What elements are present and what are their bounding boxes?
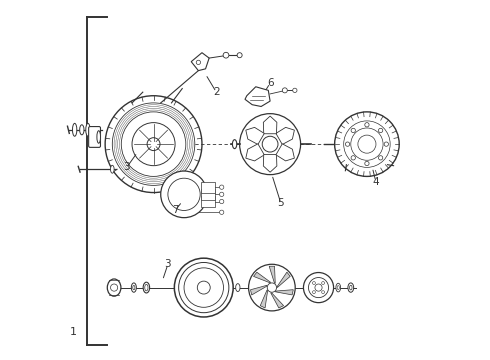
Polygon shape: [276, 127, 294, 144]
Circle shape: [174, 258, 233, 317]
Circle shape: [168, 178, 200, 211]
Ellipse shape: [111, 165, 114, 173]
Ellipse shape: [107, 279, 121, 296]
Ellipse shape: [145, 284, 148, 291]
Ellipse shape: [80, 125, 84, 135]
Ellipse shape: [143, 282, 149, 293]
Text: 4: 4: [372, 177, 379, 187]
Circle shape: [196, 60, 200, 64]
Circle shape: [114, 105, 193, 184]
Polygon shape: [246, 127, 264, 144]
Circle shape: [282, 88, 287, 93]
Circle shape: [220, 199, 224, 204]
Circle shape: [161, 171, 207, 218]
Circle shape: [237, 53, 242, 58]
Polygon shape: [191, 53, 209, 71]
FancyBboxPatch shape: [89, 127, 100, 147]
Circle shape: [365, 123, 369, 127]
Polygon shape: [277, 272, 290, 288]
Circle shape: [365, 161, 369, 166]
Ellipse shape: [97, 131, 100, 143]
Polygon shape: [263, 154, 277, 172]
Circle shape: [240, 114, 300, 175]
Ellipse shape: [336, 283, 341, 292]
Polygon shape: [276, 144, 294, 161]
Circle shape: [223, 52, 229, 58]
Polygon shape: [260, 290, 268, 308]
Circle shape: [220, 185, 224, 189]
Circle shape: [345, 142, 350, 146]
Circle shape: [248, 264, 295, 311]
FancyBboxPatch shape: [201, 182, 215, 193]
Circle shape: [321, 282, 324, 284]
Polygon shape: [250, 285, 267, 295]
Polygon shape: [269, 266, 275, 283]
Polygon shape: [245, 87, 270, 107]
Circle shape: [335, 112, 399, 176]
Polygon shape: [263, 116, 277, 134]
Circle shape: [309, 278, 329, 298]
Ellipse shape: [73, 123, 77, 136]
Ellipse shape: [131, 283, 136, 292]
Polygon shape: [253, 272, 270, 283]
Text: 1: 1: [70, 327, 76, 337]
Circle shape: [197, 281, 210, 294]
Circle shape: [267, 283, 276, 292]
Text: 2: 2: [213, 87, 220, 97]
Circle shape: [262, 136, 278, 152]
Circle shape: [384, 142, 389, 146]
Circle shape: [293, 88, 297, 93]
Circle shape: [378, 128, 383, 132]
Circle shape: [313, 282, 316, 284]
Circle shape: [179, 262, 229, 313]
Ellipse shape: [232, 140, 237, 149]
Circle shape: [313, 291, 316, 294]
Circle shape: [321, 291, 324, 294]
Text: 5: 5: [277, 198, 284, 208]
Polygon shape: [275, 290, 294, 295]
Circle shape: [378, 156, 383, 160]
Circle shape: [220, 210, 224, 215]
Circle shape: [351, 156, 355, 160]
Text: 7: 7: [172, 206, 178, 216]
Ellipse shape: [86, 123, 90, 136]
Text: 3: 3: [123, 162, 130, 172]
Text: 3: 3: [165, 259, 171, 269]
Ellipse shape: [236, 284, 240, 292]
Circle shape: [220, 192, 224, 197]
Ellipse shape: [348, 283, 354, 292]
Circle shape: [184, 268, 223, 307]
FancyBboxPatch shape: [201, 189, 215, 200]
Polygon shape: [270, 293, 284, 308]
Text: 6: 6: [267, 78, 273, 88]
Circle shape: [303, 273, 334, 303]
FancyBboxPatch shape: [201, 196, 215, 207]
Polygon shape: [246, 144, 264, 161]
Circle shape: [351, 128, 355, 132]
